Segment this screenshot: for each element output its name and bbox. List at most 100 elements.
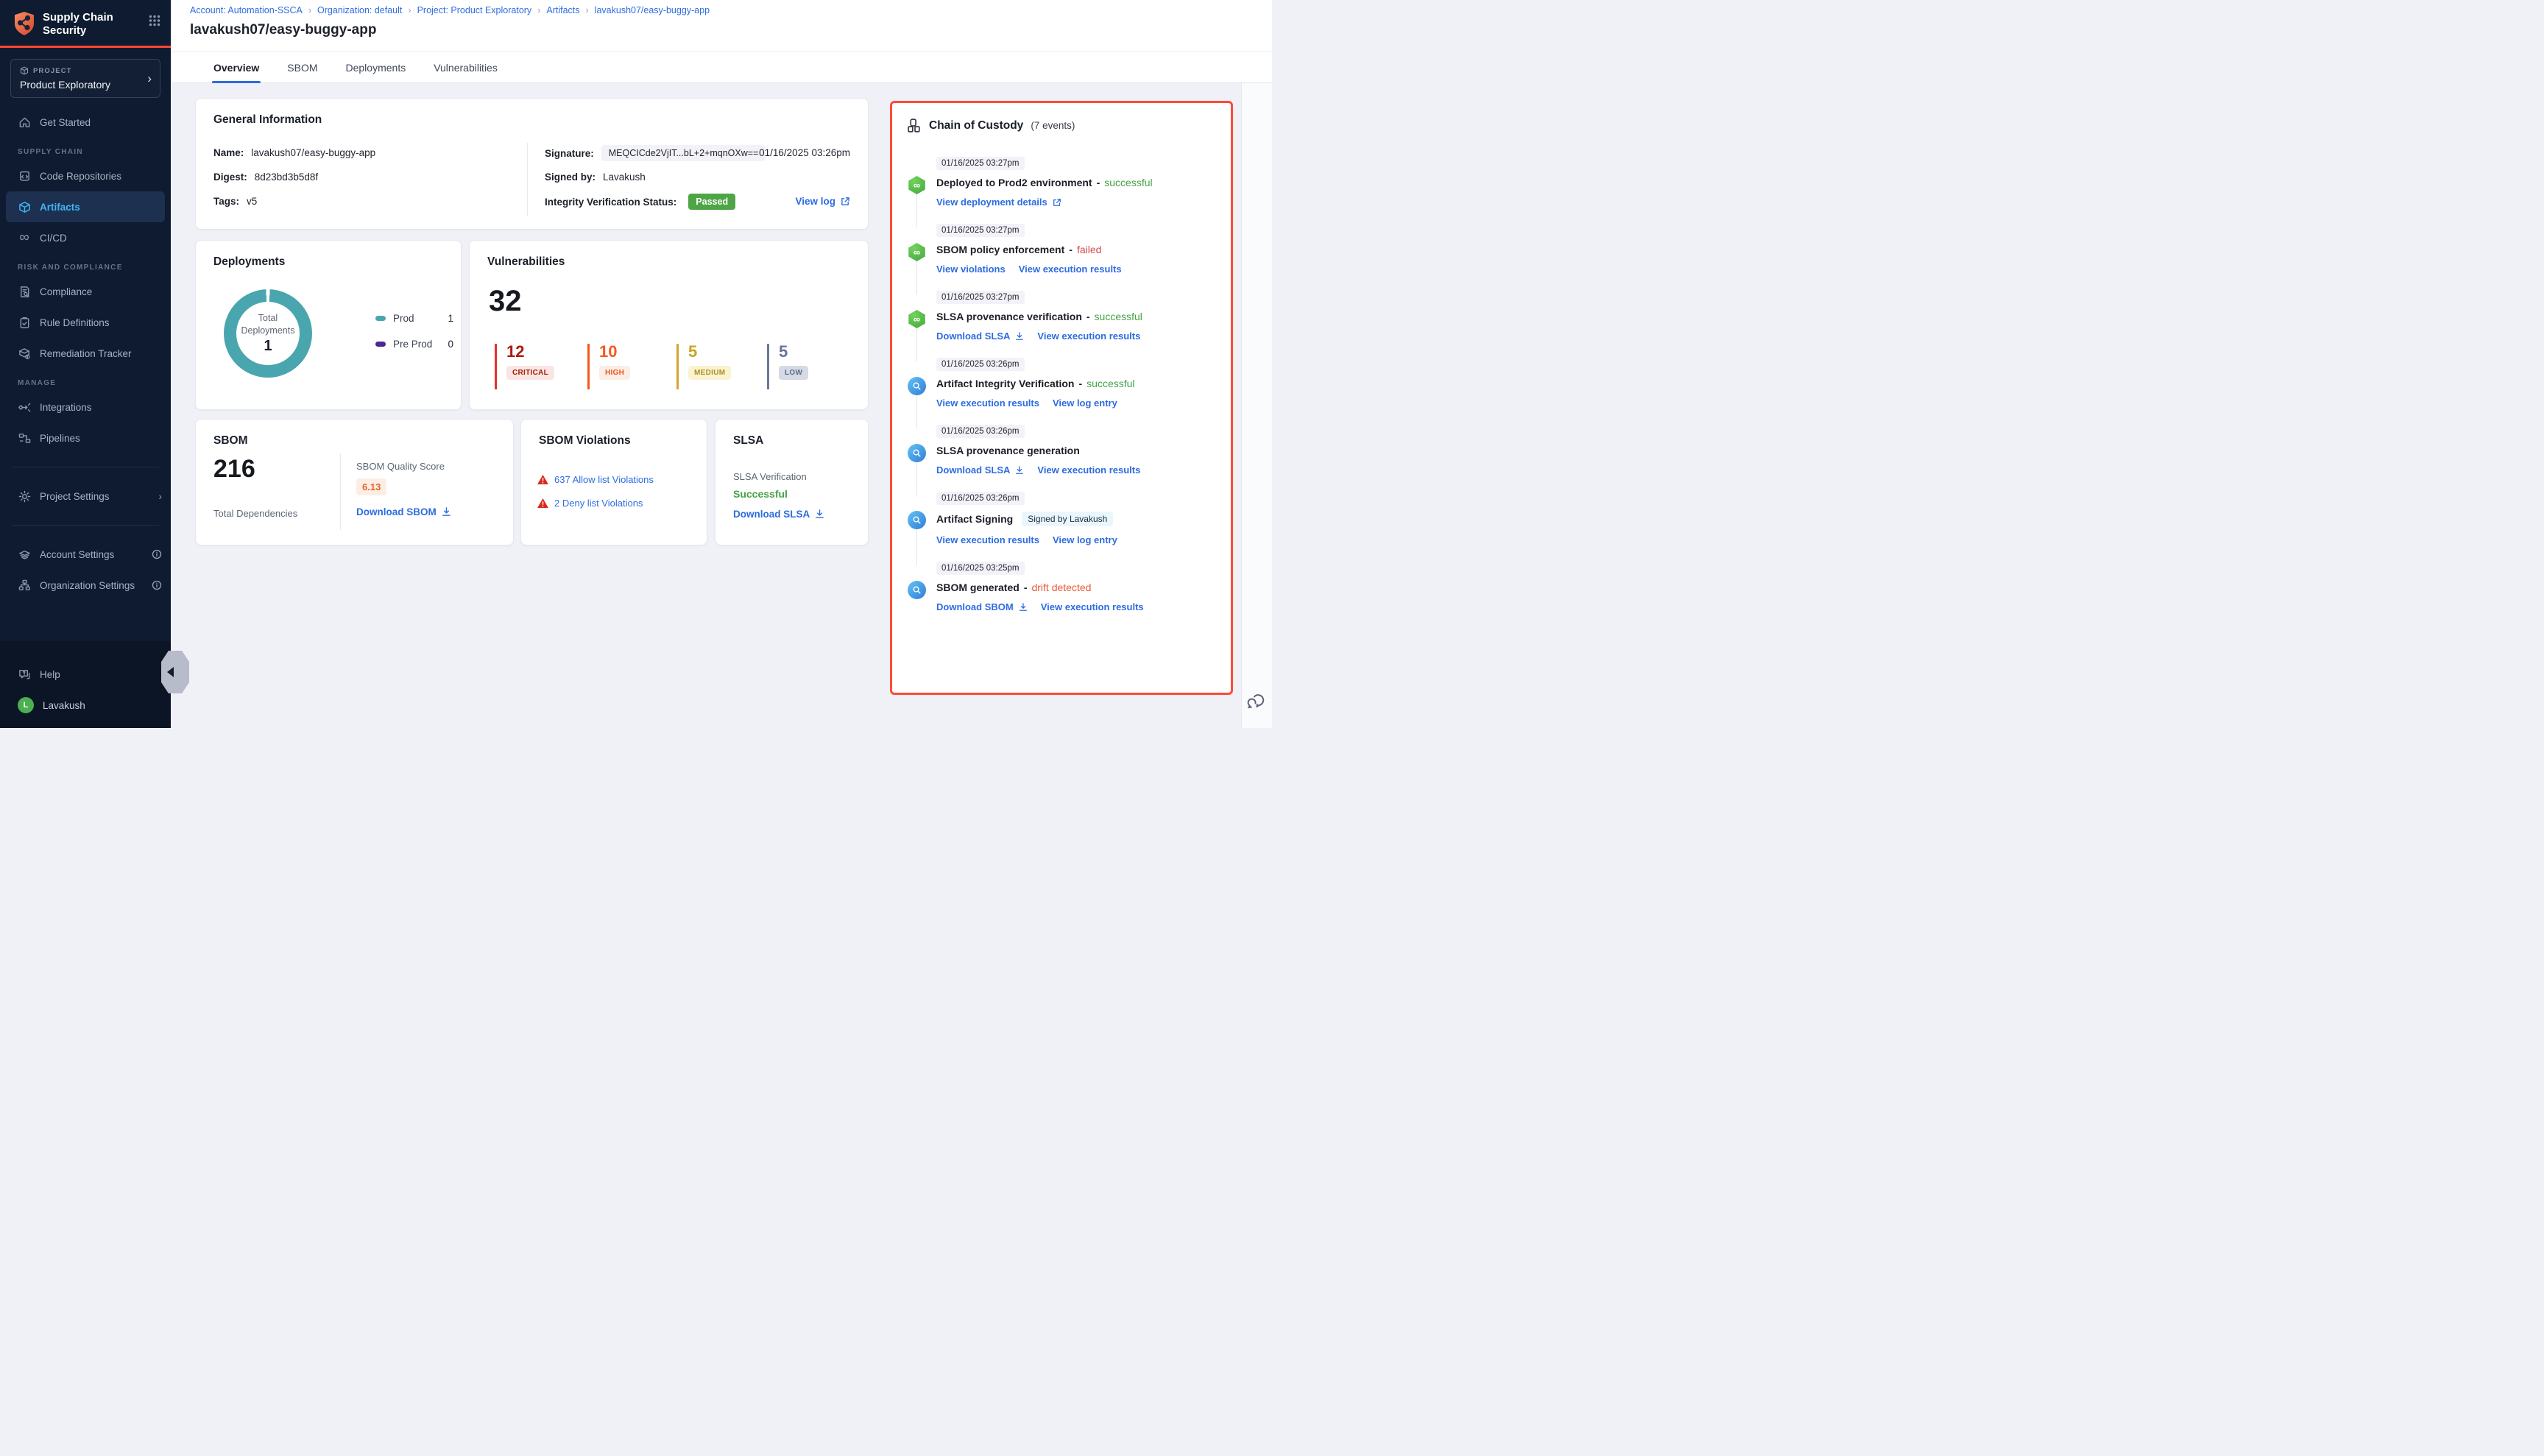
event-timestamp: 01/16/2025 03:25pm	[936, 562, 1025, 575]
view-log-entry-link[interactable]: View log entry	[1053, 397, 1117, 409]
sidebar-item-help[interactable]: Help	[0, 659, 171, 690]
donut-label: Total Deployments	[241, 313, 295, 336]
download-icon	[1019, 602, 1027, 611]
field-name: Name: lavakush07/easy-buggy-app	[213, 147, 375, 158]
signature-value-pill[interactable]: MEQCICde2VjIT...bL+2+mqnOXw==	[601, 145, 766, 161]
event-links: View deployment details	[936, 197, 1215, 208]
sidebar-collapse-handle[interactable]	[161, 651, 189, 693]
clipboard-check-icon	[18, 317, 31, 329]
severity-count: 5	[688, 342, 698, 361]
card-title: Deployments	[213, 255, 286, 268]
deny-list-violations-link[interactable]: 2 Deny list Violations	[537, 498, 643, 509]
view-execution-results-link[interactable]: View execution results	[936, 397, 1039, 409]
breadcrumb-artifacts[interactable]: Artifacts	[546, 5, 580, 15]
view-deployment-details-link[interactable]: View deployment details	[936, 197, 1061, 208]
allow-list-violations-link[interactable]: 637 Allow list Violations	[537, 474, 654, 485]
legend-item-prod: Prod 1	[375, 313, 453, 324]
sidebar-item-integrations[interactable]: Integrations	[0, 392, 171, 423]
field-value: lavakush07/easy-buggy-app	[251, 147, 376, 158]
link-label: Download SBOM	[356, 506, 437, 517]
tab-vulnerabilities[interactable]: Vulnerabilities	[434, 62, 498, 74]
event-timestamp: 01/16/2025 03:26pm	[936, 492, 1025, 505]
link-label: Download SBOM	[936, 601, 1014, 612]
link-label: View execution results	[1037, 331, 1141, 342]
breadcrumb-organization[interactable]: Organization: default	[317, 5, 403, 15]
sidebar-item-organization-settings[interactable]: Organization Settings	[0, 570, 171, 601]
event-status: drift detected	[1031, 582, 1092, 593]
panel-title: Chain of Custody	[929, 119, 1024, 132]
dash: -	[1086, 311, 1090, 322]
tab-sbom[interactable]: SBOM	[287, 62, 318, 74]
sidebar-item-account-settings[interactable]: Account Settings	[0, 539, 171, 570]
breadcrumb-current-artifact[interactable]: lavakush07/easy-buggy-app	[594, 5, 710, 15]
download-slsa-link[interactable]: Download SLSA	[936, 331, 1024, 342]
download-sbom-link[interactable]: Download SBOM	[356, 506, 451, 517]
event-title: SLSA provenance generation	[936, 445, 1215, 456]
sidebar-divider	[12, 525, 159, 526]
event-title: Artifact Integrity Verification - succes…	[936, 378, 1215, 389]
view-execution-results-link[interactable]: View execution results	[1019, 264, 1122, 275]
sbom-card: SBOM 216 Total Dependencies SBOM Quality…	[195, 419, 514, 545]
card-title: Vulnerabilities	[487, 255, 565, 268]
download-slsa-link[interactable]: Download SLSA	[733, 509, 824, 520]
tab-deployments[interactable]: Deployments	[345, 62, 406, 74]
view-violations-link[interactable]: View violations	[936, 264, 1006, 275]
field-tags: Tags: v5	[213, 196, 257, 207]
download-sbom-link[interactable]: Download SBOM	[936, 601, 1028, 612]
field-label: Tags:	[213, 196, 240, 207]
nav-section-manage: MANAGE	[18, 379, 57, 387]
avatar: L	[18, 697, 34, 713]
event-slsa-provenance-verification: ∞ 01/16/2025 03:27pm SLSA provenance ver…	[908, 290, 1215, 361]
dash: -	[1096, 177, 1100, 188]
box-wrench-icon	[18, 347, 31, 360]
view-log-link[interactable]: View log	[795, 196, 850, 207]
sidebar-item-pipelines[interactable]: Pipelines	[0, 423, 171, 453]
view-execution-results-link[interactable]: View execution results	[1041, 601, 1144, 612]
sidebar-item-artifacts[interactable]: Artifacts	[6, 191, 165, 222]
view-log-entry-link[interactable]: View log entry	[1053, 534, 1117, 545]
info-icon	[152, 580, 162, 590]
sidebar-item-label: Remediation Tracker	[40, 347, 132, 359]
brand-accent-line	[0, 46, 171, 48]
view-execution-results-link[interactable]: View execution results	[1037, 331, 1140, 342]
view-execution-results-link[interactable]: View execution results	[1037, 464, 1140, 476]
legend-swatch-prod	[375, 316, 386, 321]
sidebar-item-project-settings[interactable]: Project Settings ›	[0, 481, 171, 512]
sidebar-item-cicd[interactable]: ∞ CI/CD	[0, 222, 171, 253]
sidebar-item-label: Get Started	[40, 116, 91, 128]
event-timestamp: 01/16/2025 03:27pm	[936, 224, 1025, 237]
link-label: View execution results	[936, 534, 1039, 545]
sidebar-item-get-started[interactable]: Get Started	[0, 107, 171, 138]
breadcrumb-account[interactable]: Account: Automation-SSCA	[190, 5, 303, 15]
sidebar-item-rule-definitions[interactable]: Rule Definitions	[0, 307, 171, 338]
link-label: View log	[795, 196, 835, 207]
field-label: Name:	[213, 147, 244, 158]
sidebar-item-compliance[interactable]: Compliance	[0, 276, 171, 307]
event-links: View execution results View log entry	[936, 534, 1215, 545]
view-execution-results-link[interactable]: View execution results	[936, 534, 1039, 545]
project-selector[interactable]: PROJECT Product Exploratory ›	[10, 59, 160, 98]
sbom-total-label: Total Dependencies	[213, 508, 298, 519]
app-switcher-grid-icon[interactable]	[149, 15, 160, 26]
support-chat-icon[interactable]	[1245, 690, 1267, 712]
integrations-share-icon	[18, 401, 31, 414]
breadcrumb-project[interactable]: Project: Product Exploratory	[417, 5, 532, 15]
sidebar-item-label: Rule Definitions	[40, 317, 110, 328]
tab-overview[interactable]: Overview	[211, 52, 261, 83]
sidebar-item-code-repositories[interactable]: Code Repositories	[0, 160, 171, 191]
sidebar-item-label: Pipelines	[40, 432, 80, 444]
chain-of-custody-panel: Chain of Custody (7 events) ∞ 01/16/2025…	[890, 101, 1233, 695]
event-title: Artifact Signing Signed by Lavakush	[936, 512, 1215, 526]
breadcrumb: Account: Automation-SSCA › Organization:…	[190, 5, 710, 15]
chain-of-custody-header: Chain of Custody (7 events)	[908, 119, 1215, 132]
download-slsa-link[interactable]: Download SLSA	[936, 464, 1024, 476]
breadcrumb-separator: ›	[308, 5, 312, 15]
scan-magnifier-icon	[908, 377, 926, 395]
slsa-card: SLSA SLSA Verification Successful Downlo…	[715, 419, 869, 545]
user-menu[interactable]: L Lavakush	[0, 690, 171, 721]
event-title-text: SBOM policy enforcement	[936, 244, 1065, 255]
nav-section-risk-compliance: RISK AND COMPLIANCE	[18, 264, 123, 272]
field-digest: Digest: 8d23bd3b5d8f	[213, 172, 318, 183]
sidebar-item-remediation-tracker[interactable]: Remediation Tracker	[0, 338, 171, 369]
sidebar-item-label: CI/CD	[40, 232, 67, 244]
